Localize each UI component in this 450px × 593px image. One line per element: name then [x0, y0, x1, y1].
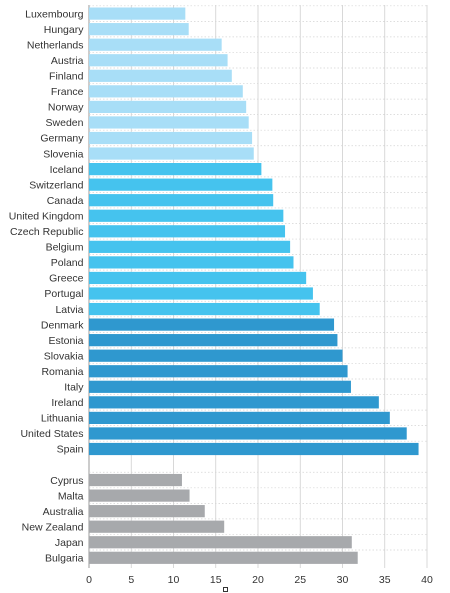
category-label: Ireland: [51, 397, 83, 409]
category-label: Finland: [49, 71, 84, 83]
bar-sweden: [89, 116, 249, 129]
category-label: Poland: [51, 257, 84, 269]
bar-luxembourg: [89, 7, 186, 20]
category-label: Netherlands: [27, 39, 84, 51]
bar-switzerland: [89, 178, 273, 191]
bar-denmark: [89, 318, 335, 331]
category-label: Greece: [49, 273, 84, 285]
category-label: Germany: [40, 133, 84, 145]
category-label: France: [51, 86, 84, 98]
bar-lithuania: [89, 411, 390, 424]
bar-netherlands: [89, 38, 222, 51]
bar-hungary: [89, 23, 189, 36]
category-label: Czech Republic: [10, 226, 84, 238]
page-marker: [223, 587, 228, 592]
category-label: New Zealand: [22, 521, 84, 533]
bar-belgium: [89, 240, 291, 253]
bar-norway: [89, 100, 247, 113]
bar-latvia: [89, 302, 320, 316]
x-tick-label: 15: [210, 574, 222, 586]
bar-japan: [89, 536, 352, 549]
category-label: Luxembourg: [25, 8, 84, 20]
bar-italy: [89, 380, 351, 393]
category-label: Bulgaria: [45, 553, 84, 565]
bar-slovenia: [89, 147, 254, 160]
category-label: Slovakia: [44, 350, 84, 362]
bar-cyprus: [89, 473, 182, 487]
category-label: United States: [20, 428, 83, 440]
x-tick-label: 5: [128, 574, 134, 586]
category-label: Canada: [47, 195, 84, 207]
category-label: Denmark: [41, 319, 84, 331]
bar-austria: [89, 54, 228, 67]
category-label: Cyprus: [50, 475, 83, 487]
category-label: Austria: [51, 55, 84, 67]
x-tick-label: 10: [168, 574, 180, 586]
bar-spain: [89, 442, 419, 456]
category-label: Estonia: [48, 335, 83, 347]
bar-australia: [89, 505, 205, 518]
bar-united-states: [89, 427, 407, 440]
category-label: Iceland: [50, 164, 84, 176]
x-tick-label: 30: [337, 574, 349, 586]
category-label: Portugal: [44, 288, 83, 300]
x-tick-label: 25: [294, 574, 306, 586]
category-label: Lithuania: [41, 413, 84, 425]
bar-poland: [89, 256, 294, 269]
category-label: United Kingdom: [9, 210, 84, 222]
x-axis-ticks-layer: 0 5 10 15 20 25 30 35 40: [86, 574, 433, 586]
bar-bulgaria: [89, 551, 358, 564]
bar-iceland: [89, 163, 262, 176]
bars-layer: [89, 7, 419, 564]
bar-ireland: [89, 396, 379, 409]
category-label: Norway: [48, 102, 84, 114]
bar-malta: [89, 489, 190, 502]
category-labels-layer: Luxembourg Hungary Netherlands Austria Finla…: [9, 8, 84, 564]
category-label: Spain: [57, 444, 84, 456]
category-label: Latvia: [55, 304, 83, 316]
category-label: Malta: [58, 490, 84, 502]
x-tick-label: 40: [421, 574, 433, 586]
category-label: Italy: [64, 382, 84, 394]
bar-czech-republic: [89, 225, 286, 238]
bar-finland: [89, 69, 232, 82]
x-tick-label: 20: [252, 574, 264, 586]
category-label: Hungary: [44, 24, 84, 36]
category-label: Slovenia: [43, 148, 83, 160]
bar-slovakia: [89, 349, 343, 362]
category-label: Switzerland: [29, 179, 83, 191]
x-tick-label: 35: [379, 574, 391, 586]
grid-layer: [88, 5, 428, 568]
x-tick-label: 0: [86, 574, 92, 586]
bar-romania: [89, 365, 348, 378]
bar-canada: [89, 194, 274, 207]
bar-portugal: [89, 287, 313, 300]
category-label: Australia: [43, 506, 84, 518]
category-label: Romania: [41, 366, 83, 378]
category-label: Sweden: [46, 117, 84, 129]
bar-germany: [89, 131, 253, 145]
category-label: Japan: [55, 537, 84, 549]
category-label: Belgium: [46, 242, 84, 254]
bar-united-kingdom: [89, 209, 284, 222]
bar-estonia: [89, 334, 338, 347]
bar-greece: [89, 271, 307, 285]
bar-new-zealand: [89, 520, 225, 533]
bar-france: [89, 85, 243, 98]
